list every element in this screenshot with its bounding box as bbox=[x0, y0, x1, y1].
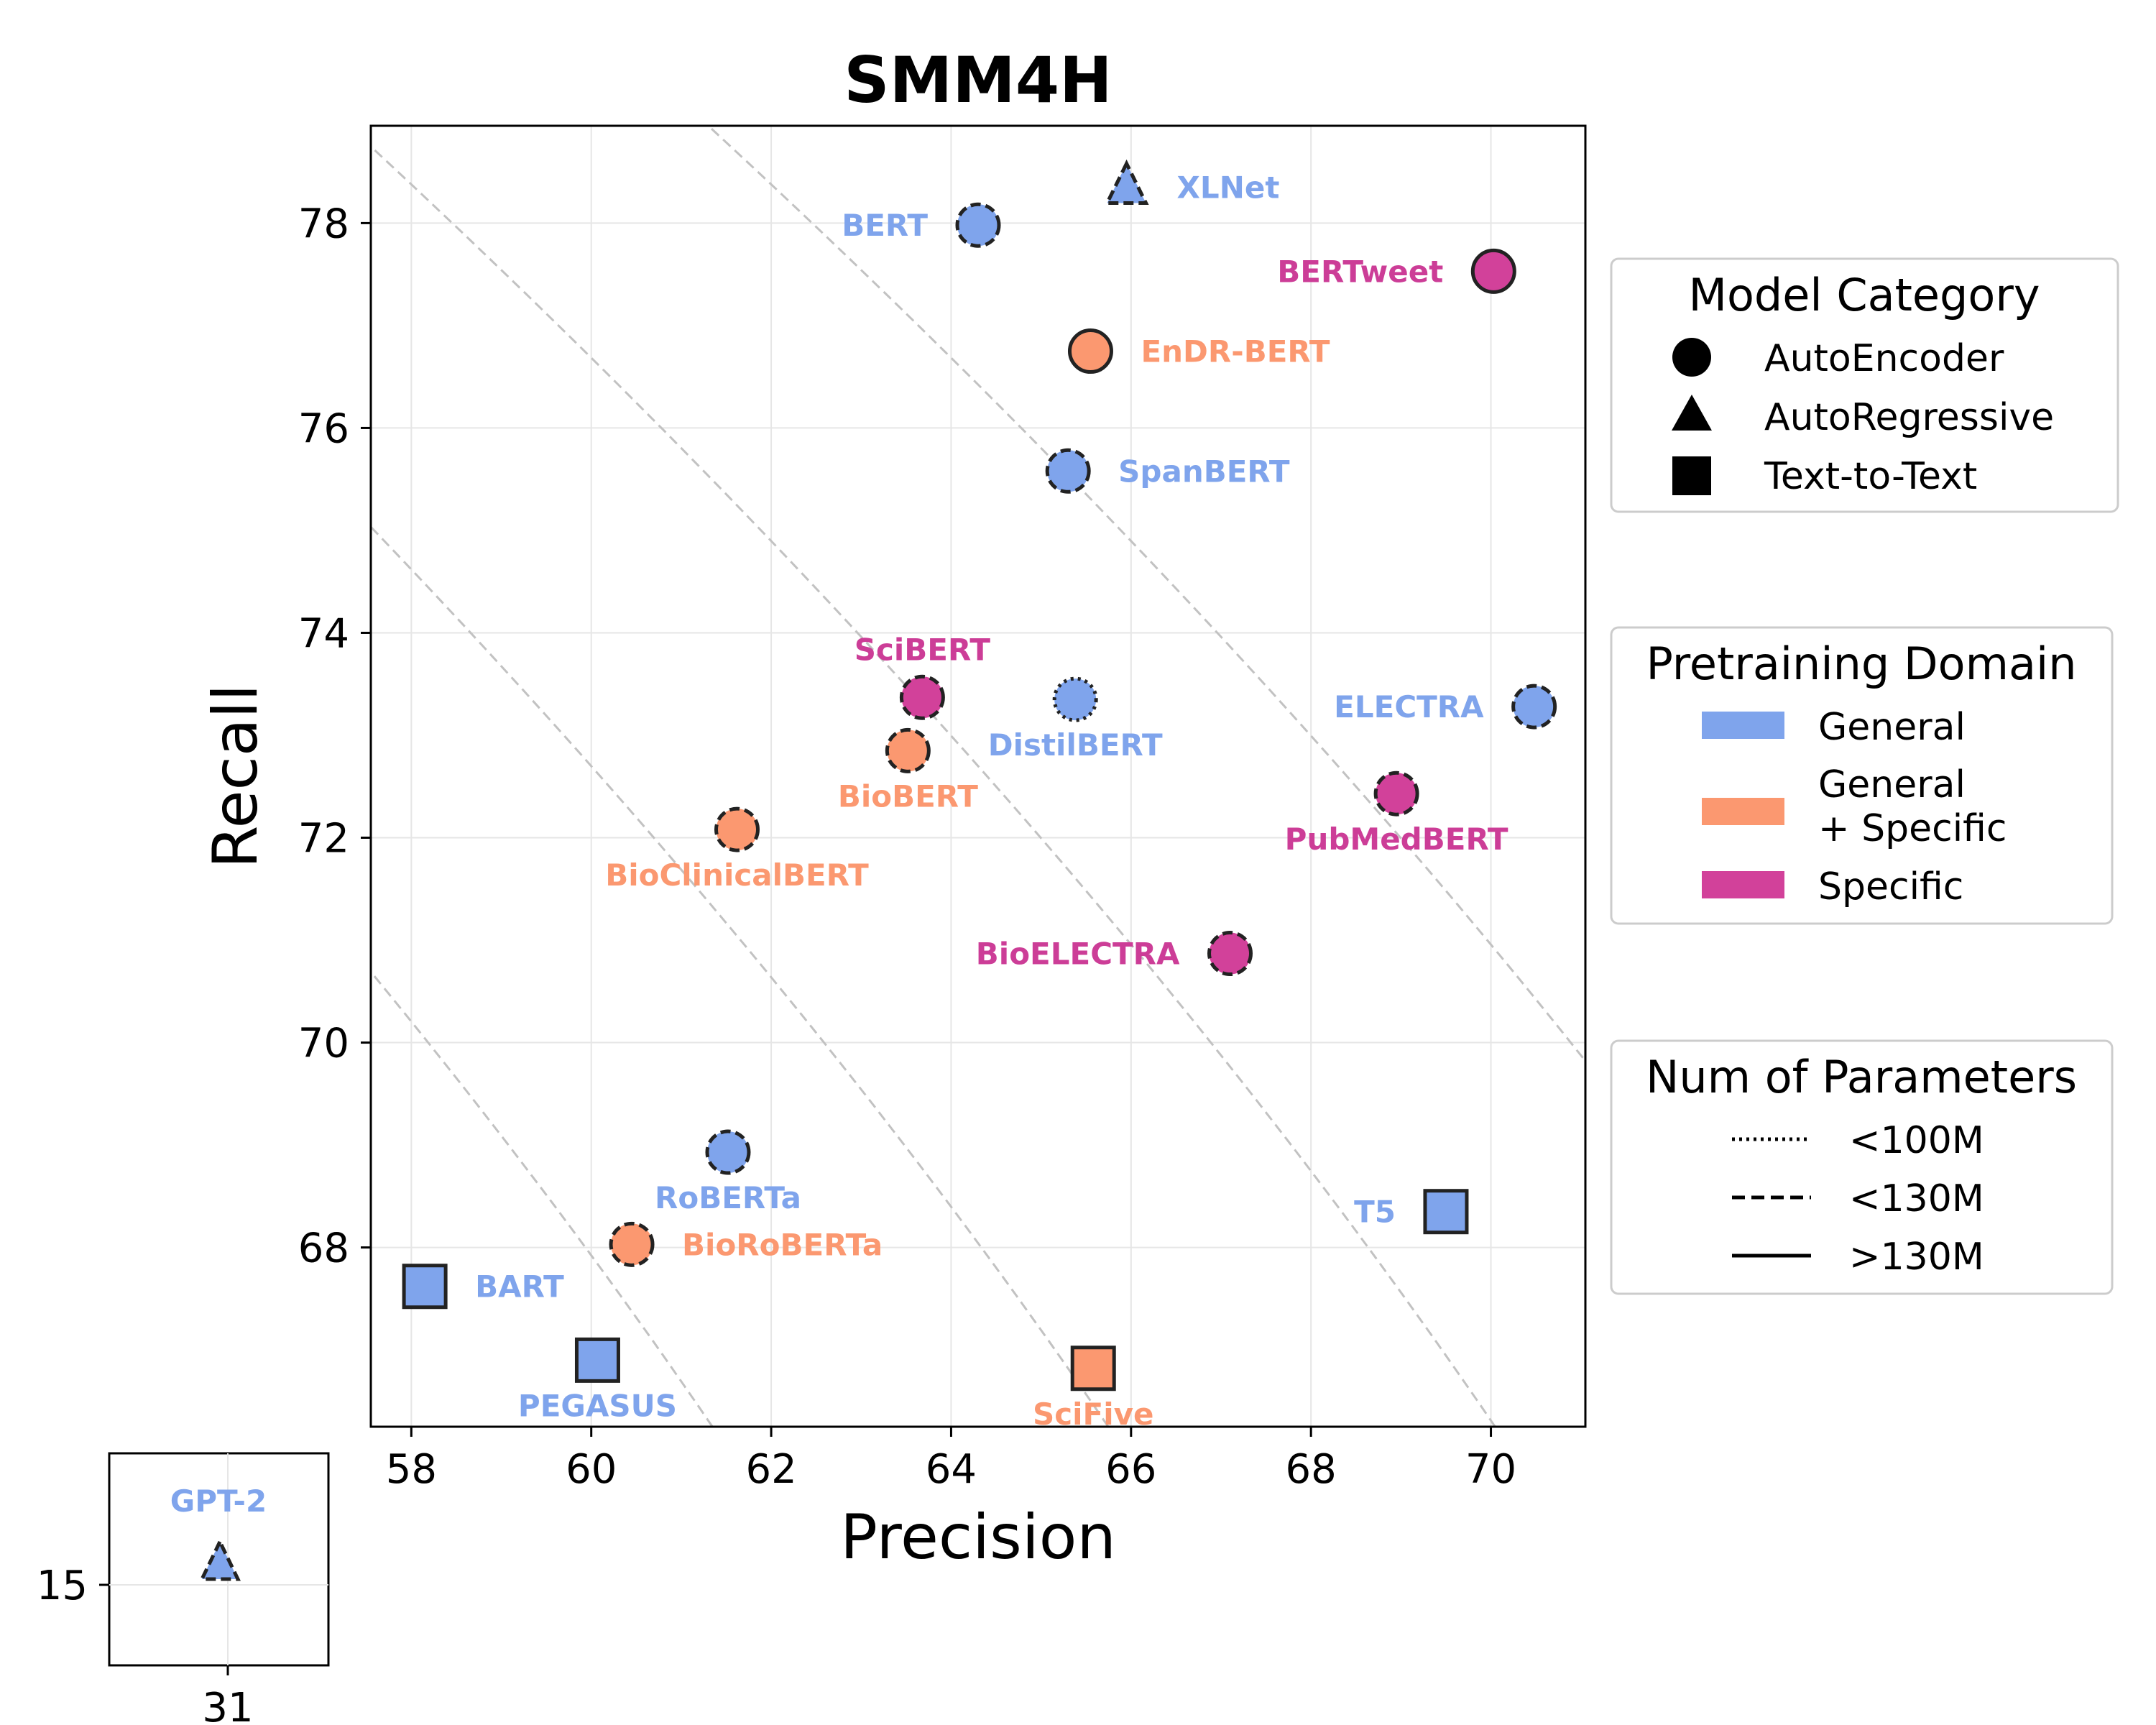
legend-item-general: General bbox=[1818, 706, 1966, 749]
domain-swatch-specific bbox=[1702, 871, 1784, 898]
domain-swatch-general bbox=[1702, 712, 1784, 739]
axis-ticks: 58 60 62 64 66 68 70 68 70 72 74 76 78 bbox=[298, 201, 1516, 1493]
point-endr-bert bbox=[1067, 328, 1113, 374]
circle-icon bbox=[1672, 338, 1711, 377]
label-scibert: SciBERT bbox=[854, 632, 991, 667]
chart-title: SMM4H bbox=[844, 43, 1112, 117]
point-scifive bbox=[1070, 1346, 1116, 1392]
label-bertweet: BERTweet bbox=[1277, 254, 1443, 289]
gpt2-marker bbox=[199, 1537, 241, 1581]
contour-lines bbox=[371, 126, 1585, 1427]
label-t5: T5 bbox=[1354, 1195, 1396, 1230]
domain-swatch-general-specific bbox=[1702, 798, 1784, 825]
legend-frame bbox=[1610, 1039, 2114, 1295]
label-bioroberta: BioRoBERTa bbox=[682, 1227, 883, 1262]
legend-item-text-to-text: Text-to-Text bbox=[1764, 455, 1977, 498]
inset-xtick-label: 31 bbox=[202, 1685, 253, 1725]
label-distilbert: DistilBERT bbox=[988, 727, 1163, 763]
legend-item-gt130m: >130M bbox=[1849, 1236, 1984, 1279]
y-tick-label: 78 bbox=[298, 201, 349, 247]
label-spanbert: SpanBERT bbox=[1118, 454, 1290, 489]
point-electra bbox=[1511, 684, 1557, 730]
legend-frame bbox=[1610, 626, 2114, 925]
label-bioclinicalbert: BioClinicalBERT bbox=[605, 857, 869, 893]
legend-item-autoregressive: AutoRegressive bbox=[1764, 396, 2054, 439]
x-tick-label: 70 bbox=[1465, 1446, 1516, 1493]
x-tick-label: 68 bbox=[1286, 1446, 1337, 1493]
contour-line bbox=[707, 126, 1585, 1063]
label-pegasus: PEGASUS bbox=[518, 1388, 677, 1423]
label-roberta: RoBERTa bbox=[655, 1180, 801, 1215]
label-electra: ELECTRA bbox=[1334, 689, 1484, 724]
point-distilbert bbox=[1052, 676, 1098, 722]
contour-line bbox=[371, 525, 1110, 1427]
point-bioelectra bbox=[1207, 931, 1253, 977]
x-tick-label: 64 bbox=[926, 1446, 977, 1493]
label-bioelectra: BioELECTRA bbox=[976, 937, 1180, 972]
label-xlnet: XLNet bbox=[1177, 170, 1280, 206]
inset-ytick-label: 15 bbox=[37, 1563, 88, 1609]
point-bart bbox=[402, 1264, 448, 1310]
label-endr-bert: EnDR-BERT bbox=[1141, 334, 1330, 369]
point-spanbert bbox=[1045, 448, 1091, 494]
legend-title: Model Category bbox=[1688, 269, 2040, 321]
legend-model-category: Model Category AutoEncoder AutoRegressiv… bbox=[1610, 257, 2119, 513]
point-labels: BERT XLNet BERTweet EnDR-BERT SpanBERT SciBER… bbox=[475, 170, 1508, 1432]
point-pubmedbert bbox=[1373, 770, 1419, 816]
legend-item-autoencoder: AutoEncoder bbox=[1764, 337, 2004, 380]
point-pegasus bbox=[574, 1337, 620, 1383]
legend-item-general-specific-line2: + Specific bbox=[1818, 807, 2007, 850]
square-icon bbox=[1672, 456, 1711, 495]
label-bart: BART bbox=[475, 1269, 564, 1305]
label-biobert: BioBERT bbox=[838, 778, 978, 814]
x-tick-label: 60 bbox=[566, 1446, 617, 1493]
point-bert bbox=[955, 202, 1001, 248]
point-biobert bbox=[885, 727, 931, 773]
legend-pretraining-domain: Pretraining Domain General General + Spe… bbox=[1610, 626, 2114, 925]
gridlines bbox=[371, 126, 1585, 1427]
legend-item-lt100m: <100M bbox=[1849, 1119, 1984, 1162]
y-tick-label: 68 bbox=[298, 1225, 349, 1272]
point-scibert bbox=[899, 674, 945, 720]
legend-title: Pretraining Domain bbox=[1646, 638, 2076, 690]
point-bioclinicalbert bbox=[714, 806, 760, 852]
legend-frame bbox=[1610, 257, 2119, 513]
label-bert: BERT bbox=[842, 208, 928, 243]
point-roberta bbox=[705, 1129, 751, 1175]
y-tick-label: 76 bbox=[298, 405, 349, 452]
y-tick-label: 72 bbox=[298, 816, 349, 862]
legend-title: Num of Parameters bbox=[1646, 1051, 2077, 1103]
x-tick-label: 62 bbox=[745, 1446, 796, 1493]
x-tick-label: 66 bbox=[1105, 1446, 1156, 1493]
point-bioroberta bbox=[609, 1221, 655, 1267]
gpt2-label: GPT-2 bbox=[170, 1484, 267, 1519]
x-tick-label: 58 bbox=[386, 1446, 437, 1493]
point-t5 bbox=[1423, 1189, 1469, 1235]
legend-num-parameters: Num of Parameters <100M <130M >130M bbox=[1610, 1039, 2114, 1295]
triangle-icon bbox=[1672, 395, 1712, 431]
contour-line bbox=[371, 144, 1496, 1427]
x-axis-label: Precision bbox=[840, 1501, 1116, 1573]
legend-item-general-specific-line1: General bbox=[1818, 763, 1966, 806]
legend-item-specific: Specific bbox=[1818, 865, 1963, 908]
inset-plot: 31 15 GPT-2 bbox=[37, 1452, 330, 1725]
y-axis-label: Recall bbox=[200, 684, 272, 869]
y-tick-label: 74 bbox=[298, 610, 349, 657]
label-pubmedbert: PubMedBERT bbox=[1285, 822, 1508, 857]
data-points bbox=[402, 159, 1557, 1392]
plot-frame bbox=[369, 124, 1587, 1428]
y-tick-label: 70 bbox=[298, 1021, 349, 1067]
legend-item-lt130m: <130M bbox=[1849, 1177, 1984, 1220]
point-xlnet bbox=[1104, 159, 1149, 206]
point-bertweet bbox=[1470, 248, 1516, 294]
